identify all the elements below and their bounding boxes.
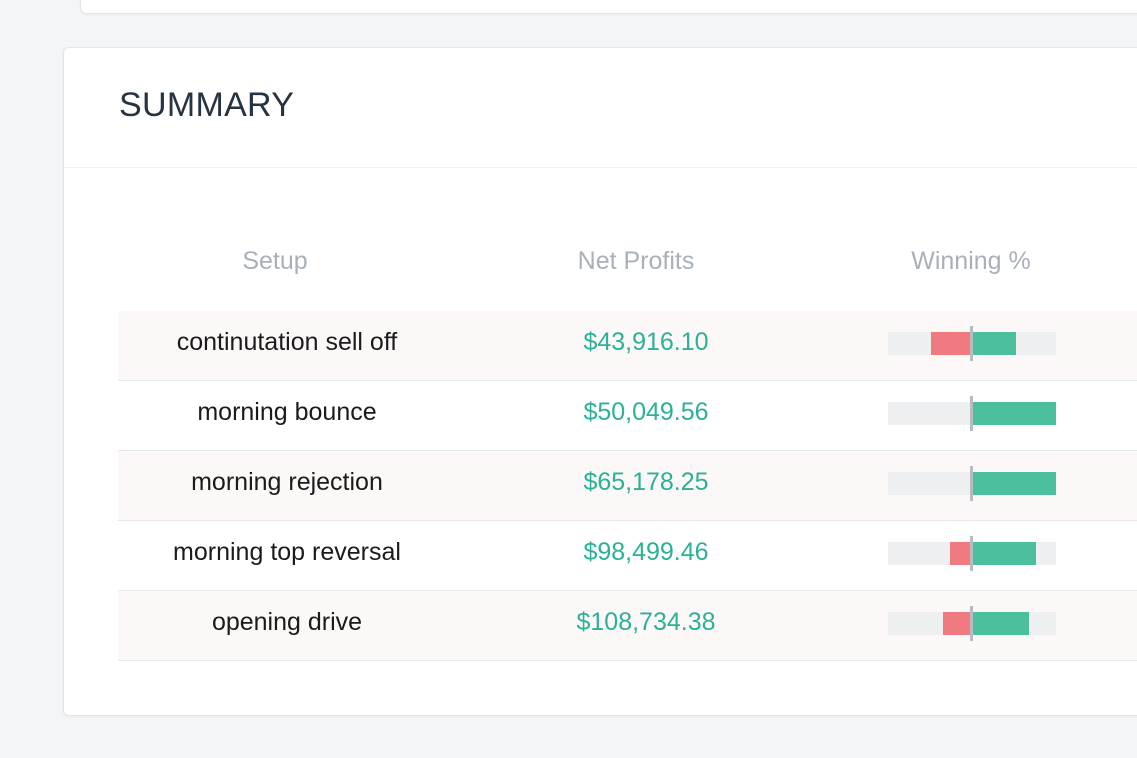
win-segment [972,612,1029,635]
net-profit-cell: $108,734.38 [576,608,716,636]
bar-center-marker [970,536,973,571]
table-body: continutation sell off $43,916.10 mornin… [118,311,1137,661]
column-header-winning-pct[interactable]: Winning % [911,247,1031,275]
setup-cell: opening drive [211,608,363,636]
win-segment [972,332,1016,355]
summary-table: Setup Net Profits Winning % continutatio… [118,244,1137,661]
winning-pct-bar [888,466,1056,501]
net-profit-cell: $65,178.25 [583,468,709,496]
loss-segment [931,332,972,355]
column-header-net-profits[interactable]: Net Profits [577,247,695,275]
setup-cell: continutation sell off [176,328,398,356]
win-segment [972,402,1056,425]
loss-segment [950,542,972,565]
bar-center-marker [970,606,973,641]
win-segment [972,472,1056,495]
net-profit-cell: $43,916.10 [583,328,709,356]
winning-pct-bar [888,606,1056,641]
setup-cell: morning rejection [191,468,383,496]
net-profit-cell: $50,049.56 [583,398,709,426]
setup-cell: morning bounce [197,398,377,426]
summary-title: SUMMARY [119,86,295,124]
bar-center-marker [970,466,973,501]
summary-card-header: SUMMARY [64,48,1137,168]
loss-segment [943,612,972,635]
winning-pct-bar [888,326,1056,361]
summary-card: SUMMARY Setup Net Profits Winning % cont… [63,47,1137,716]
setup-cell: morning top reversal [173,538,401,566]
column-header-setup[interactable]: Setup [242,247,308,275]
table-row[interactable]: morning top reversal $98,499.46 [118,521,1137,591]
net-profit-cell: $98,499.46 [583,538,709,566]
winning-pct-bar [888,536,1056,571]
table-row[interactable]: morning rejection $65,178.25 [118,451,1137,521]
previous-card [80,0,1137,14]
table-row[interactable]: continutation sell off $43,916.10 [118,311,1137,381]
bar-center-marker [970,396,973,431]
win-segment [972,542,1036,565]
table-row[interactable]: morning bounce $50,049.56 [118,381,1137,451]
table-row[interactable]: opening drive $108,734.38 [118,591,1137,661]
bar-center-marker [970,326,973,361]
table-header: Setup Net Profits Winning % [118,244,1137,311]
winning-pct-bar [888,396,1056,431]
